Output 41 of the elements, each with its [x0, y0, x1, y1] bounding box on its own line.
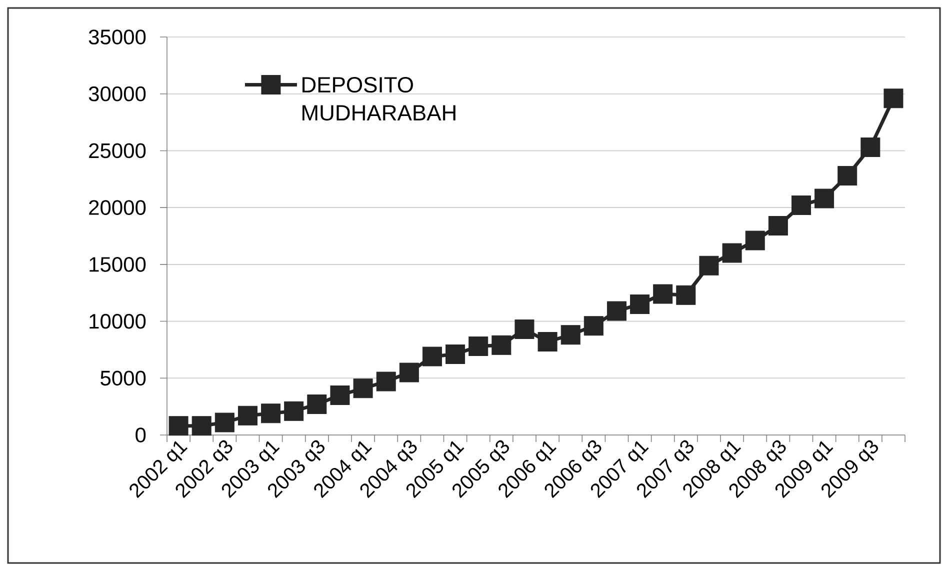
point [284, 401, 304, 421]
point [630, 294, 650, 314]
point [168, 416, 188, 436]
legend-label: DEPOSITO MUDHARABAH [302, 77, 456, 121]
point [238, 406, 258, 426]
y-tick-label: 35000 [88, 30, 146, 44]
point [560, 325, 580, 345]
y-tick-label: 0 [136, 428, 146, 442]
point [791, 196, 811, 216]
point [214, 412, 234, 432]
y-tick-label: 5000 [100, 370, 146, 386]
point [538, 332, 558, 352]
point [768, 216, 788, 236]
point [699, 256, 719, 276]
y-tick-label: 30000 [88, 86, 146, 102]
point [330, 385, 350, 405]
point [606, 301, 626, 321]
point [838, 166, 858, 186]
point [860, 138, 880, 158]
point [376, 372, 396, 392]
point [676, 285, 696, 305]
point [446, 344, 466, 364]
point [192, 416, 212, 436]
point [745, 230, 765, 250]
y-tick-label: 20000 [89, 200, 146, 216]
point [492, 335, 512, 355]
point [353, 378, 373, 398]
y-tick-label: 15000 [90, 256, 146, 272]
point [584, 316, 604, 336]
point [653, 284, 673, 304]
point [307, 394, 327, 414]
y-tick-label: 25000 [89, 143, 146, 158]
point [261, 404, 281, 424]
point [884, 88, 904, 108]
point [422, 346, 442, 366]
point [514, 319, 534, 339]
y-tick-label: 10000 [90, 314, 146, 329]
point [468, 336, 488, 356]
point [722, 243, 742, 263]
point [814, 188, 834, 208]
point [399, 362, 419, 382]
